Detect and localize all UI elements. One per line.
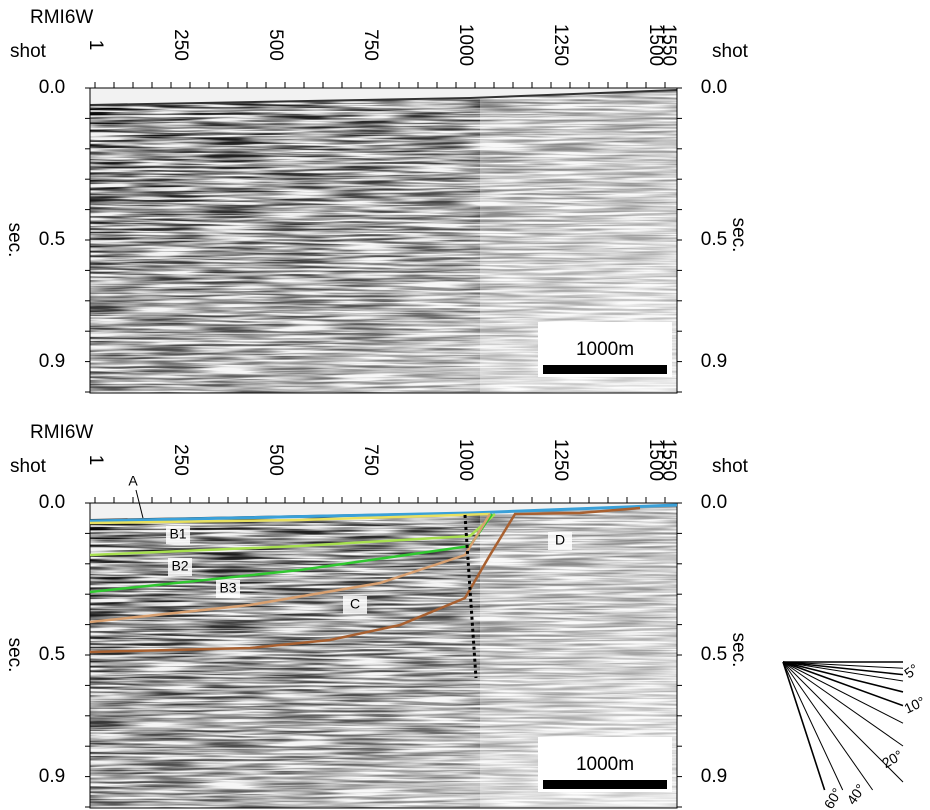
shot-tick-label: 1250 [550, 439, 571, 481]
horizon [89, 512, 491, 525]
angle-line [782, 661, 904, 707]
angle-line [782, 661, 904, 783]
leader [135, 489, 144, 519]
angle-line [782, 661, 844, 791]
angle-line [782, 661, 874, 791]
time-tick-label: 0.5 [39, 229, 65, 250]
seismic-texture [90, 90, 677, 393]
shot-tick-label: 500 [265, 444, 286, 476]
time-tick-label: 0.9 [39, 351, 65, 372]
shot-tick-label: 250 [170, 29, 191, 61]
horizon [89, 506, 641, 654]
scale-bar [543, 365, 667, 374]
scale-bar [543, 780, 667, 789]
time-tick-label: 0.5 [701, 229, 727, 250]
angle-label: 10° [901, 693, 927, 716]
shot-tick-label: 1550 [658, 439, 679, 481]
shot-tick-label: 1000 [455, 439, 476, 481]
angle-line [782, 661, 904, 693]
shot-label: shot [712, 456, 749, 477]
time-unit: sec. [728, 633, 749, 668]
time-tick-label: 0.5 [701, 644, 727, 665]
scale-label: 1000m [576, 339, 634, 360]
angle-line [782, 661, 826, 791]
label-box [166, 526, 190, 544]
shot-tick-label: 1250 [550, 24, 571, 66]
time-tick-label: 0.0 [39, 77, 65, 98]
angle-legend: 5°10°20°40°60° [782, 661, 927, 810]
horizon-label: B2 [171, 558, 188, 574]
label-box [548, 532, 572, 550]
horizon-label: C [350, 596, 360, 612]
angle-line [782, 661, 904, 724]
angle-line [782, 661, 904, 676]
seafloor [469, 89, 678, 99]
horizon-label: B3 [219, 580, 236, 596]
time-tick-label: 0.5 [39, 644, 65, 665]
label-box [168, 558, 192, 576]
shot-tick-label: 750 [360, 444, 381, 476]
time-tick-label: 0.0 [701, 77, 727, 98]
time-unit: sec. [4, 223, 25, 258]
time-tick-label: 0.0 [39, 492, 65, 513]
shot-label: shot [10, 41, 47, 62]
shot-tick-label: 1 [85, 40, 106, 51]
angle-label: 40° [843, 781, 868, 808]
shot-tick-label: 1500 [645, 24, 666, 66]
shot-tick-label: 250 [170, 444, 191, 476]
shot-tick-label: 1000 [455, 24, 476, 66]
angle-line [782, 661, 904, 669]
seafloor [89, 97, 471, 106]
label-box [216, 580, 240, 598]
shot-tick-label: 1550 [658, 24, 679, 66]
time-unit: sec. [4, 638, 25, 673]
time-unit: sec. [728, 218, 749, 253]
horizon [89, 513, 492, 624]
shot-tick-label: 500 [265, 29, 286, 61]
panel-title: RMI6W [30, 7, 93, 28]
label-box [343, 596, 367, 614]
shot-tick-label: 1500 [645, 439, 666, 481]
angle-line [782, 661, 904, 747]
angle-label: 20° [879, 747, 905, 771]
shot-label: shot [712, 41, 749, 62]
horizon-label: D [555, 532, 565, 548]
horizon-label: A [128, 473, 138, 489]
shot-tick-label: 750 [360, 29, 381, 61]
angle-label: 5° [901, 661, 921, 682]
horizon-label: B1 [169, 526, 186, 542]
time-tick-label: 0.9 [701, 351, 727, 372]
angle-line [782, 661, 904, 682]
time-tick-label: 0.0 [701, 492, 727, 513]
time-tick-label: 0.9 [701, 766, 727, 787]
horizon [89, 503, 678, 523]
panel-title: RMI6W [30, 422, 93, 443]
scale-label: 1000m [576, 754, 634, 775]
shot-label: shot [10, 456, 47, 477]
shot-tick-label: 1 [85, 455, 106, 466]
time-tick-label: 0.9 [39, 766, 65, 787]
